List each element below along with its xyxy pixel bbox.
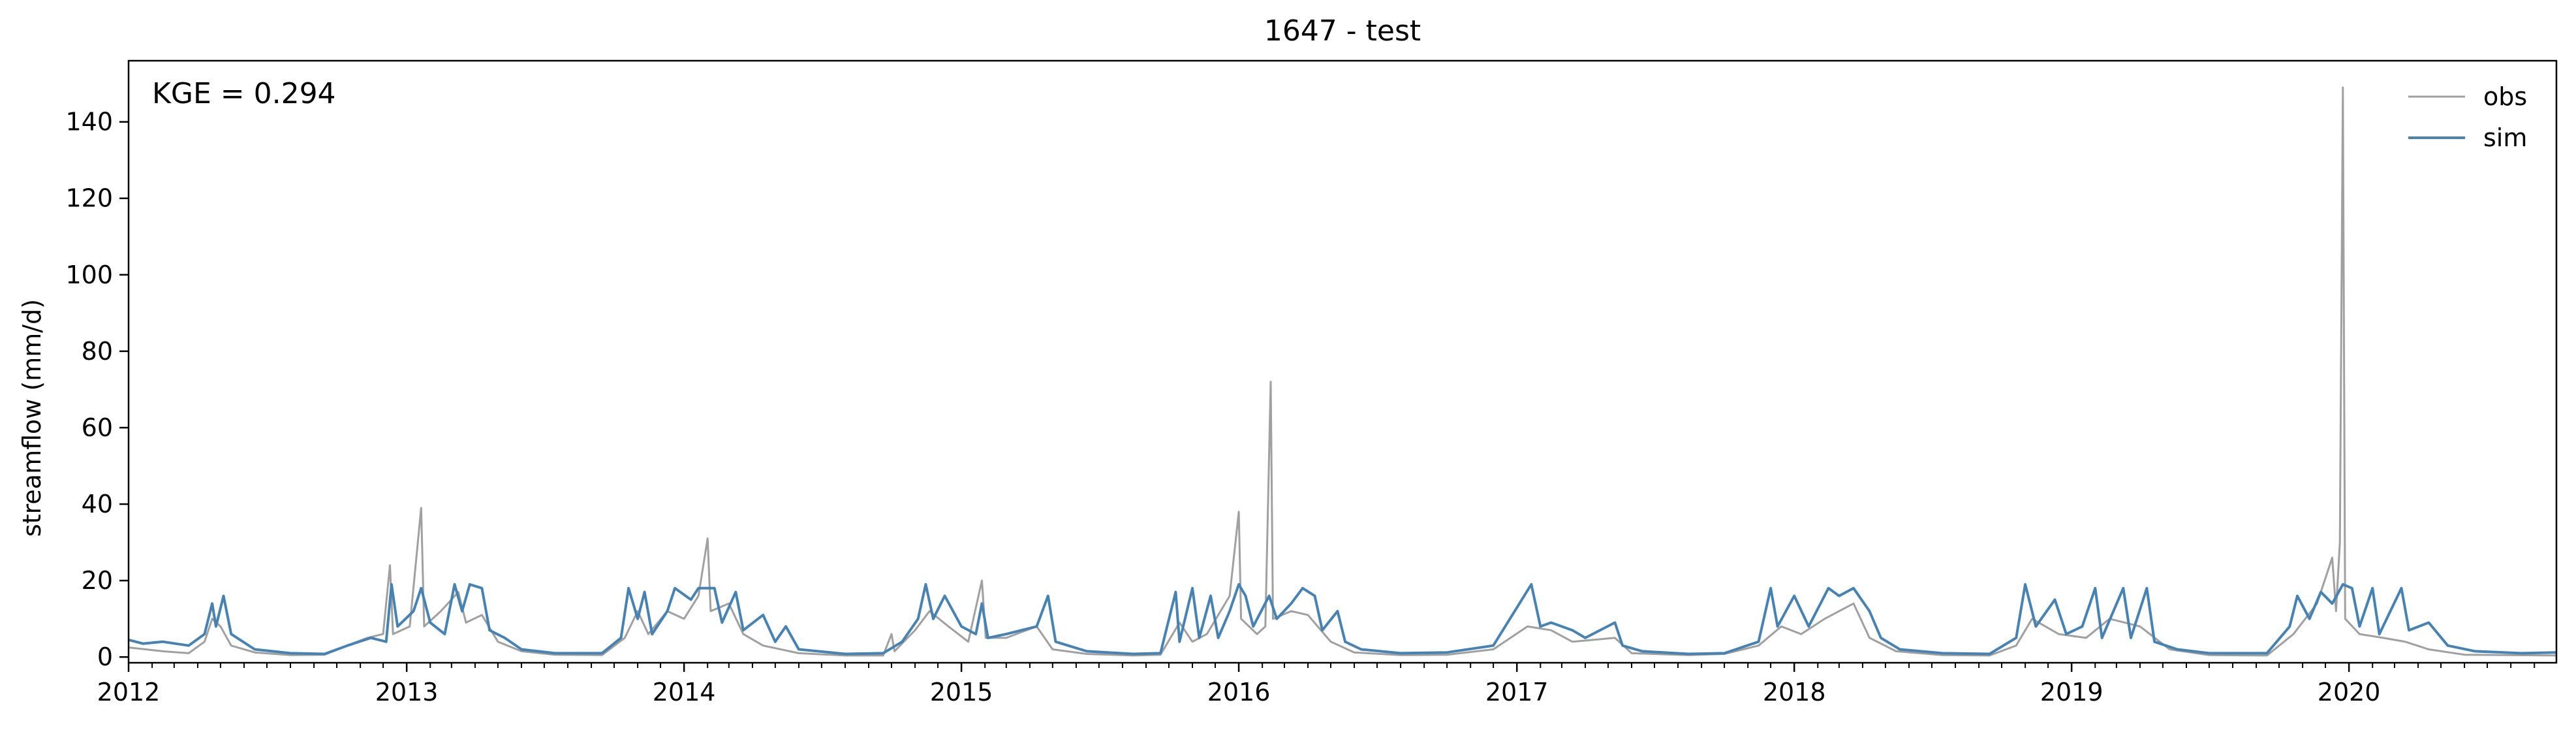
- x-tick-label: 2013: [375, 678, 439, 706]
- x-tick-label: 2019: [2040, 678, 2103, 706]
- series-line-sim: [128, 583, 2557, 656]
- legend-label-obs: obs: [2483, 82, 2527, 111]
- y-tick-label: 80: [82, 337, 113, 366]
- y-tick-label: 120: [65, 184, 113, 213]
- y-axis: 0 20 40 60 80 100 120 140: [65, 108, 129, 671]
- x-tick-label: 2012: [97, 678, 161, 706]
- y-tick-label: 0: [97, 643, 113, 671]
- series-layer: [128, 86, 2557, 657]
- x-tick-label: 2014: [653, 678, 716, 706]
- x-tick-label: 2017: [1485, 678, 1549, 706]
- y-tick-label: 100: [65, 261, 113, 289]
- y-axis-label: streamflow (mm/d): [18, 299, 46, 537]
- legend-label-sim: sim: [2483, 123, 2527, 152]
- legend: obs sim: [2408, 82, 2527, 152]
- y-tick-label: 20: [82, 566, 113, 595]
- x-tick-label: 2020: [2318, 678, 2381, 706]
- y-tick-label: 40: [82, 490, 113, 518]
- x-tick-label: 2016: [1207, 678, 1271, 706]
- plot-area: [129, 61, 2556, 663]
- y-tick-label: 60: [82, 413, 113, 442]
- chart-title: 1647 - test: [1264, 14, 1421, 48]
- x-tick-label: 2015: [930, 678, 993, 706]
- kge-annotation: KGE = 0.294: [152, 77, 336, 110]
- plot-frame: [127, 59, 2558, 664]
- x-axis: 2012 2013 2014 2015 2016 2017 2018 2019 2020: [97, 663, 2536, 706]
- series-line-obs: [128, 86, 2557, 657]
- y-tick-label: 140: [65, 108, 113, 136]
- x-tick-label: 2018: [1763, 678, 1826, 706]
